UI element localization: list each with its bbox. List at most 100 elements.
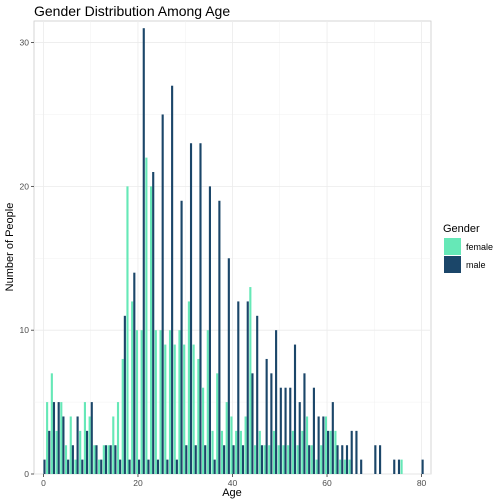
bar-female: [83, 402, 86, 474]
bar-female: [291, 430, 294, 474]
bar-female: [98, 459, 101, 474]
bar-male: [237, 301, 240, 474]
bar-male: [213, 459, 216, 474]
bar-male: [232, 445, 235, 474]
bar-male: [218, 200, 221, 474]
x-tick-label: 40: [228, 478, 238, 488]
bar-female: [400, 459, 403, 474]
bar-male: [227, 258, 230, 474]
bar-male: [355, 430, 358, 474]
bar-female: [263, 445, 266, 474]
bar-female: [88, 416, 91, 474]
bar-female: [310, 445, 313, 474]
bar-female: [202, 387, 205, 474]
bar-male: [241, 445, 245, 474]
x-tick-label: 60: [322, 478, 332, 488]
bar-male: [147, 459, 150, 474]
bar-female: [46, 402, 49, 474]
bar-male: [171, 85, 174, 475]
bar-female: [287, 445, 290, 474]
bar-female: [154, 330, 157, 474]
y-tick-label: 10: [20, 325, 30, 335]
legend: Gender female male: [443, 223, 493, 273]
bar-male: [289, 387, 292, 474]
bar-female: [282, 445, 285, 474]
bar-female: [272, 430, 276, 474]
bar-male: [312, 387, 315, 474]
legend-label-female: female: [466, 242, 493, 252]
bar-male: [374, 445, 377, 474]
bar-male: [185, 445, 188, 474]
bar-male: [350, 430, 353, 474]
bar-male: [279, 387, 282, 474]
bar-female: [69, 416, 72, 474]
bar-female: [150, 186, 153, 474]
y-axis-ticks: 0 10 20 30: [20, 38, 34, 479]
bar-female: [339, 459, 342, 474]
bar-male: [397, 459, 401, 474]
bar-female: [64, 445, 68, 474]
bar-male: [360, 459, 363, 474]
bar-male: [194, 445, 197, 474]
bar-female: [55, 430, 58, 474]
bar-male: [345, 445, 349, 474]
bar-female: [116, 402, 120, 474]
bar-male: [265, 358, 268, 474]
bar-female: [107, 445, 110, 474]
bar-male: [341, 445, 344, 474]
bar-male: [336, 445, 339, 474]
bar-male: [199, 143, 202, 475]
bar-male: [166, 459, 169, 474]
bar-male: [57, 402, 60, 474]
x-axis-ticks: 0 20 40 60 80: [41, 474, 427, 488]
bar-female: [197, 358, 200, 474]
bar-male: [293, 344, 297, 474]
bar-male: [189, 143, 193, 475]
bar-female: [305, 416, 309, 474]
bar-male: [104, 445, 108, 474]
bar-female: [225, 402, 228, 474]
bar-female: [277, 445, 280, 474]
bar-female: [239, 430, 242, 474]
x-tick-label: 0: [41, 478, 46, 488]
bar-female: [249, 287, 252, 474]
bar-male: [67, 459, 70, 474]
bar-female: [230, 416, 233, 474]
bar-male: [156, 459, 160, 474]
bar-male: [161, 114, 164, 474]
bar-male: [137, 459, 141, 474]
legend-swatch-male: [444, 256, 461, 273]
bar-female: [216, 373, 219, 474]
bar-female: [235, 430, 238, 474]
bar-male: [246, 301, 249, 474]
bar-female: [173, 344, 176, 474]
bar-male: [308, 445, 311, 474]
bar-female: [178, 330, 181, 474]
bar-female: [206, 330, 209, 474]
bar-female: [79, 430, 82, 474]
bar-male: [142, 28, 145, 474]
x-tick-label: 20: [133, 478, 143, 488]
legend-swatch-female: [444, 238, 461, 255]
legend-label-male: male: [466, 260, 486, 270]
bar-female: [324, 416, 328, 474]
bar-male: [152, 172, 155, 474]
bar-female: [168, 330, 172, 474]
bar-male: [317, 416, 320, 474]
bar-female: [135, 330, 138, 474]
bar-male: [109, 445, 112, 474]
x-axis-label: Age: [222, 487, 242, 499]
bar-female: [315, 459, 318, 474]
bar-female: [254, 445, 257, 474]
male-bars: [43, 28, 424, 475]
bar-female: [296, 445, 299, 474]
bar-male: [298, 402, 301, 474]
bar-male: [303, 373, 306, 474]
bar-male: [275, 330, 278, 474]
bar-female: [334, 430, 337, 474]
bar-male: [256, 315, 259, 474]
bar-male: [85, 430, 89, 474]
bar-male: [52, 402, 56, 474]
bar-male: [260, 445, 263, 474]
